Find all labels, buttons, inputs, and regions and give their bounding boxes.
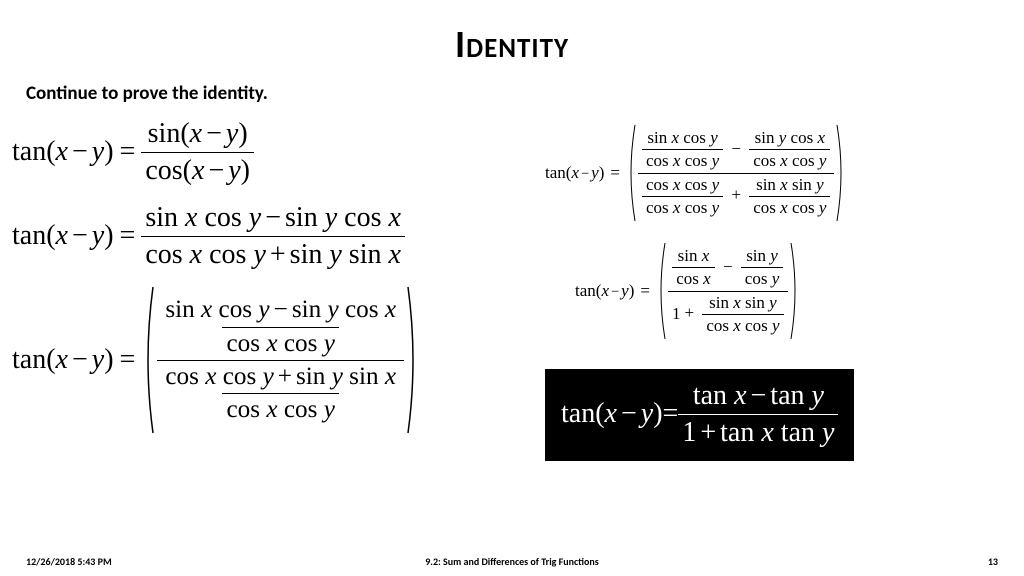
op-minus: − bbox=[68, 136, 92, 167]
right-column: tan(x−y) = sin x cos y cos x cos y − bbox=[545, 117, 1015, 461]
fraction-outer: sin x cos y cos x cos y − sin y cos x co… bbox=[638, 128, 834, 219]
big-paren: sin x cos x − sin y cos y 1+ bbox=[656, 241, 800, 341]
paren-close: ) bbox=[104, 136, 113, 167]
result-identity: tan(x−y) = tan x−tan y 1+tan x tan y bbox=[545, 369, 854, 461]
fraction: sin(x−y) cos(x−y) bbox=[141, 117, 254, 187]
footer-section: 9.2: Sum and Differences of Trig Functio… bbox=[0, 555, 1024, 568]
fn-sin: sin bbox=[148, 118, 181, 149]
big-paren: sin x cos y−sin y cos x cos x cos y cos bbox=[141, 285, 420, 435]
fraction: sin x cos y−sin y cos x cos x cos y+sin … bbox=[141, 201, 405, 271]
equation-l1: tan(x−y) = sin(x−y) cos(x−y) bbox=[12, 117, 532, 187]
slide-title: Identity bbox=[0, 0, 1024, 68]
fraction-inner: cos x cos y+sin y sin x cos x cos y bbox=[161, 362, 400, 425]
paren-right-icon bbox=[406, 285, 420, 435]
paren-left-icon bbox=[626, 123, 636, 223]
equation-l3: tan(x−y) = sin x cos y−sin y cos x c bbox=[12, 285, 532, 435]
big-paren: sin x cos y cos x cos y − sin y cos x co… bbox=[626, 123, 846, 223]
fraction-inner: sin x cos y−sin y cos x cos x cos y bbox=[161, 295, 400, 358]
fraction-outer: sin x cos y−sin y cos x cos x cos y cos bbox=[157, 295, 404, 425]
var-x: x bbox=[56, 136, 68, 167]
op-equals: = bbox=[114, 136, 142, 168]
var-y: y bbox=[92, 136, 104, 167]
slide-subtitle: Continue to prove the identity. bbox=[0, 68, 1024, 111]
footer: 12/26/2018 5:43 PM 9.2: Sum and Differen… bbox=[0, 555, 1024, 568]
left-column: tan(x−y) = sin(x−y) cos(x−y) tan(x−y) = … bbox=[12, 111, 532, 449]
footer-page: 13 bbox=[988, 555, 998, 568]
fn-cos: cos bbox=[145, 155, 182, 186]
paren-open: ( bbox=[46, 136, 55, 167]
paren-right-icon bbox=[790, 241, 800, 341]
footer-date: 12/26/2018 5:43 PM bbox=[26, 555, 112, 568]
paren-right-icon bbox=[836, 123, 846, 223]
fraction: tan x−tan y 1+tan x tan y bbox=[678, 379, 838, 449]
paren-left-icon bbox=[656, 241, 666, 341]
equation-r1: tan(x−y) = sin x cos y cos x cos y − bbox=[545, 123, 1015, 223]
fn-tan: tan bbox=[12, 136, 46, 167]
equation-r2: tan(x−y) = sin x cos x − sin y bbox=[575, 241, 1015, 341]
equation-l2: tan(x−y) = sin x cos y−sin y cos x cos x… bbox=[12, 201, 532, 271]
content-area: tan(x−y) = sin(x−y) cos(x−y) tan(x−y) = … bbox=[0, 111, 1024, 531]
fraction-outer: sin x cos x − sin y cos y 1+ bbox=[668, 246, 788, 337]
paren-left-icon bbox=[141, 285, 155, 435]
